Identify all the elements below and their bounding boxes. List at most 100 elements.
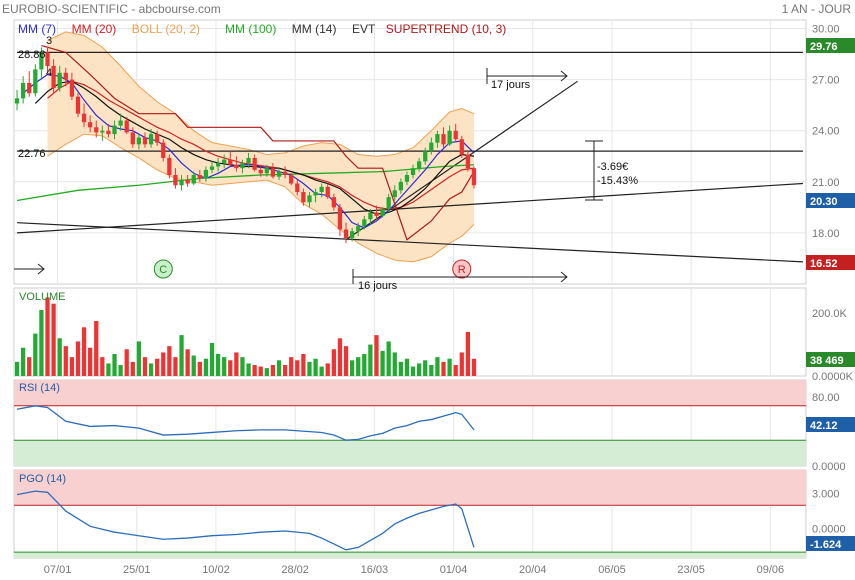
change-abs: -3.69€ bbox=[597, 161, 628, 173]
volume-bar bbox=[45, 297, 50, 376]
candle-body bbox=[459, 139, 464, 155]
candle-body bbox=[282, 171, 288, 175]
volume-bar bbox=[33, 333, 38, 376]
volume-bar bbox=[325, 363, 330, 376]
volume-layer bbox=[14, 297, 477, 376]
volume-bar bbox=[368, 344, 373, 376]
supertrend-line bbox=[41, 44, 475, 241]
tag-last-price-text: 20.30 bbox=[810, 196, 838, 208]
volume-bar bbox=[417, 363, 422, 376]
legend-item: SUPERTREND (10, 3) bbox=[386, 22, 506, 36]
chart-title: EUROBIO-SCIENTIFIC - abcbourse.com bbox=[2, 2, 221, 16]
candle-body bbox=[94, 127, 99, 133]
candle-body bbox=[380, 209, 385, 216]
candle-body bbox=[142, 137, 148, 145]
candle-body bbox=[106, 130, 111, 135]
candle-body bbox=[51, 65, 56, 89]
volume-bar bbox=[453, 365, 458, 376]
volume-bar bbox=[27, 357, 32, 376]
time-tick-label: 16/03 bbox=[361, 564, 389, 576]
volume-bar bbox=[100, 357, 105, 376]
time-tick-label: 10/02 bbox=[202, 564, 230, 576]
candle-body bbox=[173, 174, 178, 186]
volume-bar bbox=[228, 360, 233, 376]
bollinger-band-fill bbox=[47, 31, 474, 262]
pgo-tick-label: 0.0000 bbox=[812, 524, 846, 536]
signal-marker-label: R bbox=[458, 264, 466, 276]
candle-body bbox=[441, 134, 446, 145]
rsi-oversold-zone bbox=[14, 440, 806, 466]
volume-bar bbox=[88, 347, 93, 376]
change-pct: -15.43% bbox=[597, 175, 638, 187]
candle-body bbox=[167, 157, 172, 175]
candle-body bbox=[404, 174, 410, 182]
volume-bar bbox=[246, 363, 251, 376]
volume-bar bbox=[423, 360, 428, 376]
candle-body bbox=[81, 113, 87, 123]
volume-bar bbox=[161, 352, 166, 376]
tag-last-high-text: 29.76 bbox=[810, 41, 838, 53]
time-tick-label: 20/04 bbox=[519, 564, 547, 576]
bollinger-upper-line bbox=[47, 31, 475, 157]
volume-bar bbox=[124, 349, 129, 376]
volume-bar bbox=[356, 357, 361, 376]
tag-supertrend-text: 16.52 bbox=[810, 258, 838, 270]
rsi-tick-label: 80.00 bbox=[812, 392, 840, 404]
price-tick-label: 18.00 bbox=[812, 228, 840, 240]
volume-bar bbox=[173, 357, 178, 376]
volume-bar bbox=[118, 365, 123, 376]
candle-body bbox=[130, 132, 135, 145]
candle-body bbox=[429, 142, 434, 152]
volume-title: VOLUME bbox=[19, 291, 65, 303]
volume-bar bbox=[155, 358, 160, 376]
candle-body bbox=[319, 186, 324, 193]
volume-bar bbox=[307, 361, 312, 376]
time-tick-label: 07/01 bbox=[44, 564, 72, 576]
candle-body bbox=[252, 157, 257, 170]
time-tick-label: 23/05 bbox=[677, 564, 705, 576]
candle-body bbox=[264, 168, 269, 174]
candle-body bbox=[161, 142, 166, 158]
candle-body bbox=[270, 168, 276, 177]
volume-bar bbox=[471, 358, 477, 376]
volume-bar bbox=[81, 327, 87, 376]
volume-bar bbox=[362, 354, 367, 376]
tag-supertrend: 16.52 bbox=[806, 255, 855, 270]
candle-body bbox=[289, 174, 294, 184]
volume-bar bbox=[51, 303, 56, 376]
candle-body bbox=[258, 169, 263, 174]
volume-bar bbox=[185, 349, 190, 376]
volume-bar bbox=[276, 360, 282, 376]
candle-body bbox=[417, 161, 422, 169]
period-label[interactable]: 1 AN - JOUR bbox=[782, 2, 852, 16]
volume-bar bbox=[203, 358, 209, 376]
candle-body bbox=[343, 229, 349, 239]
pgo-oversold-zone bbox=[14, 552, 806, 558]
volume-bar bbox=[386, 341, 391, 376]
candle-body bbox=[246, 157, 251, 164]
volume-bar bbox=[313, 358, 318, 376]
volume-bar bbox=[295, 360, 300, 376]
pgo-line bbox=[16, 490, 475, 551]
volume-bar bbox=[331, 349, 336, 376]
volume-bar bbox=[258, 366, 263, 376]
tag-volume: 38 469 bbox=[806, 352, 855, 367]
tag-last-high: 29.76 bbox=[806, 38, 855, 53]
duration-bracket-1-arrow bbox=[560, 70, 568, 82]
candle-body bbox=[75, 96, 81, 114]
candle-body bbox=[148, 134, 154, 145]
trend-line bbox=[17, 222, 803, 263]
tag-pgo-text: -1.624 bbox=[810, 539, 842, 551]
candle-body bbox=[88, 122, 93, 128]
time-tick-label: 25/01 bbox=[123, 564, 151, 576]
tag-rsi-text: 42.12 bbox=[810, 420, 838, 432]
volume-bar bbox=[465, 332, 471, 376]
candle-body bbox=[124, 120, 129, 133]
volume-bar bbox=[289, 357, 294, 376]
candle-body bbox=[33, 69, 38, 94]
volume-bar bbox=[57, 338, 62, 376]
rsi-title: RSI (14) bbox=[19, 382, 60, 394]
candle-body bbox=[356, 226, 361, 232]
trend-line bbox=[17, 182, 803, 234]
